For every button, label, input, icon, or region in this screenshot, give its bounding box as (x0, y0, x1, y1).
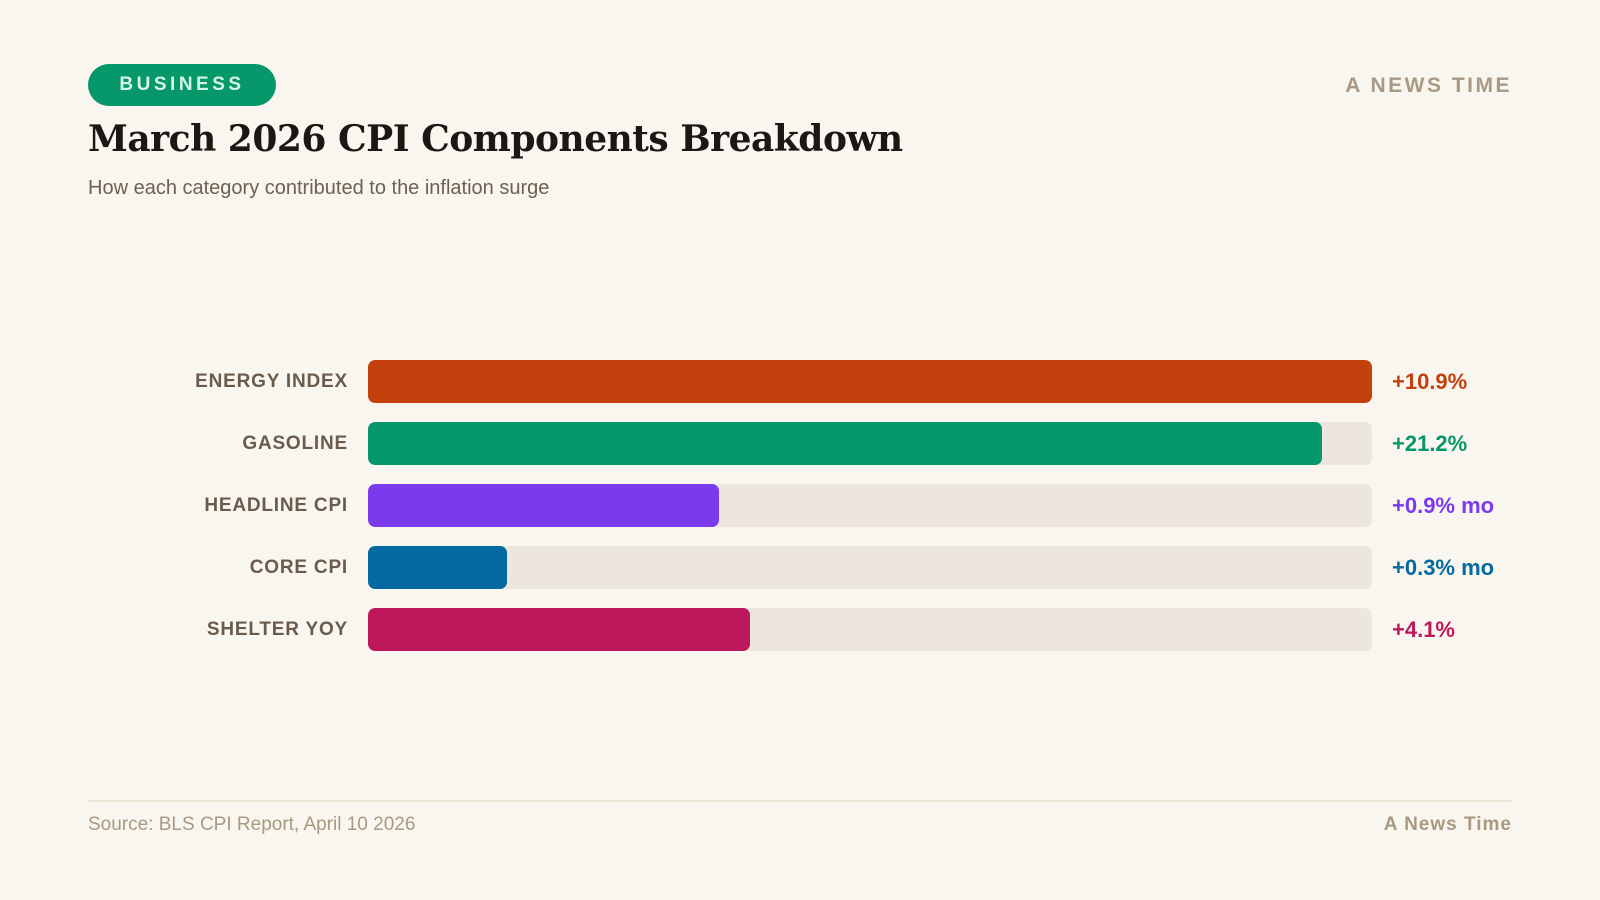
source-note: Source: BLS CPI Report, April 10 2026 (88, 814, 416, 835)
bar-value-label: +0.9% mo (1392, 493, 1495, 518)
bar (368, 546, 507, 589)
chart-title: March 2026 CPI Components Breakdown (88, 118, 903, 160)
bar-track (368, 546, 1372, 589)
bar-label: GASOLINE (242, 433, 348, 454)
bar-value-label: +0.3% mo (1392, 555, 1495, 580)
bar-track (368, 484, 1372, 527)
bar (368, 360, 1372, 403)
bar-label: SHELTER YOY (206, 619, 348, 640)
footer-brand: A News Time (1383, 814, 1512, 835)
bar (368, 422, 1322, 465)
bar-value-label: +21.2% (1392, 431, 1468, 456)
bar-row: GASOLINE +21.2% (0, 422, 1600, 465)
bar (368, 608, 750, 651)
bar-value-label: +10.9% (1392, 369, 1468, 394)
bar-row: HEADLINE CPI +0.9% mo (0, 484, 1600, 527)
bar-track (368, 360, 1372, 403)
bar-row: SHELTER YOY +4.1% (0, 608, 1600, 651)
bar (368, 484, 720, 527)
brand-logo-text: A NEWS TIME (1345, 74, 1512, 97)
bar-label: HEADLINE CPI (204, 495, 348, 516)
footer-divider (88, 800, 1512, 802)
category-badge: BUSINESS (88, 64, 276, 106)
bar-track (368, 608, 1372, 651)
bar-label: ENERGY INDEX (195, 371, 348, 392)
bar-row: CORE CPI +0.3% mo (0, 546, 1600, 589)
bar-row: ENERGY INDEX +10.9% (0, 360, 1600, 403)
bar-label: CORE CPI (249, 557, 348, 578)
bar-track (368, 422, 1372, 465)
chart-subtitle: How each category contributed to the inf… (88, 177, 550, 199)
bar-value-label: +4.1% (1392, 617, 1455, 642)
